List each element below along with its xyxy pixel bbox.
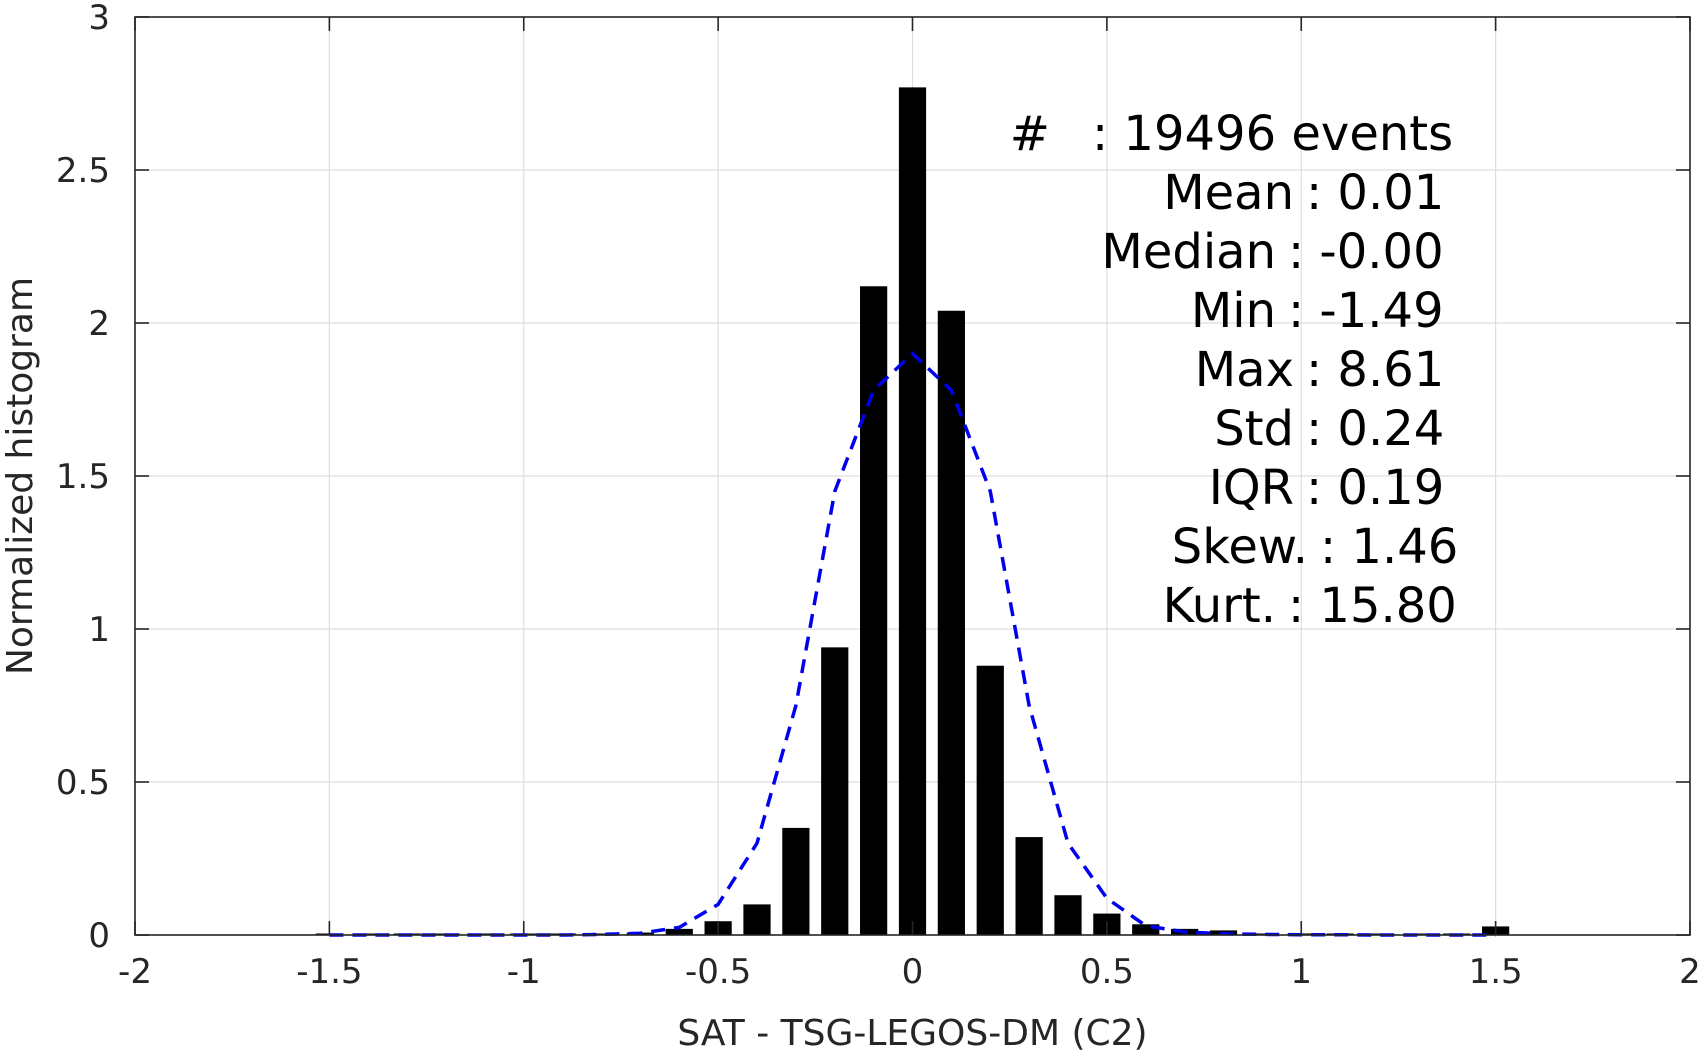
x-tick-label: 1: [1290, 952, 1312, 992]
stats-label: Skew.: [1172, 519, 1308, 575]
stats-label: Mean: [1163, 165, 1294, 221]
stats-value: : 19496 events: [1092, 106, 1453, 162]
stats-row: Skew.: 1.46: [1172, 519, 1459, 575]
histogram-bar: [1054, 895, 1082, 935]
y-tick-label: 0.5: [56, 763, 110, 803]
stats-label: #: [1010, 106, 1050, 162]
histogram-bar: [782, 827, 810, 935]
bars-layer: [315, 87, 1510, 935]
stats-label: Min: [1191, 283, 1276, 339]
stats-row: # : 19496 events: [1010, 106, 1453, 162]
y-tick-label: 1.5: [56, 457, 110, 497]
histogram-bar: [821, 647, 849, 935]
x-axis-title: SAT - TSG-LEGOS-DM (C2): [677, 1013, 1147, 1053]
x-tick-label: -1: [507, 952, 541, 992]
stats-label: Median: [1101, 224, 1276, 280]
x-tick-label: 0.5: [1080, 952, 1134, 992]
stats-row: Min: -1.49: [1191, 283, 1444, 339]
y-tick-labels: 0 0.5 1 1.5 2 2.5 3: [56, 0, 110, 956]
stats-row: Mean: 0.01: [1163, 165, 1444, 221]
stats-value: : 15.80: [1288, 578, 1457, 634]
histogram-bar: [1132, 924, 1160, 935]
histogram-bar: [976, 665, 1004, 935]
y-tick-label: 2: [88, 304, 110, 344]
stats-row: Median: -0.00: [1101, 224, 1443, 280]
y-tick-label: 2.5: [56, 151, 110, 191]
axes-layer: [134, 16, 1691, 936]
stats-label: Kurt.: [1163, 578, 1276, 634]
stats-label: IQR: [1209, 460, 1294, 516]
stats-row: Std: 0.24: [1214, 401, 1444, 457]
x-tick-label: -2: [118, 952, 152, 992]
x-tick-label: -1.5: [296, 952, 362, 992]
x-tick-label: 1.5: [1469, 952, 1523, 992]
histogram-bar: [937, 310, 965, 935]
stats-value: : -1.49: [1288, 283, 1444, 339]
stats-value: : 8.61: [1306, 342, 1444, 398]
stats-row: Max: 8.61: [1195, 342, 1445, 398]
y-tick-label: 3: [88, 0, 110, 38]
histogram-bar: [1015, 837, 1043, 935]
histogram-bar: [665, 928, 693, 935]
histogram-bar: [898, 87, 927, 935]
stats-value: : -0.00: [1288, 224, 1444, 280]
stats-label: Std: [1214, 401, 1294, 457]
x-tick-label: 2: [1679, 952, 1701, 992]
y-axis-title: Normalized histogram: [0, 277, 41, 675]
stats-label: Max: [1195, 342, 1294, 398]
stats-row: IQR: 0.19: [1209, 460, 1445, 516]
y-tick-label: 0: [88, 916, 110, 956]
stats-row: Kurt.: 15.80: [1163, 578, 1457, 634]
stats-value: : 0.01: [1306, 165, 1444, 221]
x-tick-labels: -2 -1.5 -1 -0.5 0 0.5 1 1.5 2: [118, 952, 1701, 992]
stats-value: : 1.46: [1320, 519, 1458, 575]
histogram-bar: [743, 904, 771, 935]
x-tick-label: 0: [902, 952, 924, 992]
x-tick-label: -0.5: [685, 952, 751, 992]
stats-value: : 0.19: [1306, 460, 1444, 516]
stats-value: : 0.24: [1306, 401, 1444, 457]
y-tick-label: 1: [88, 610, 110, 650]
